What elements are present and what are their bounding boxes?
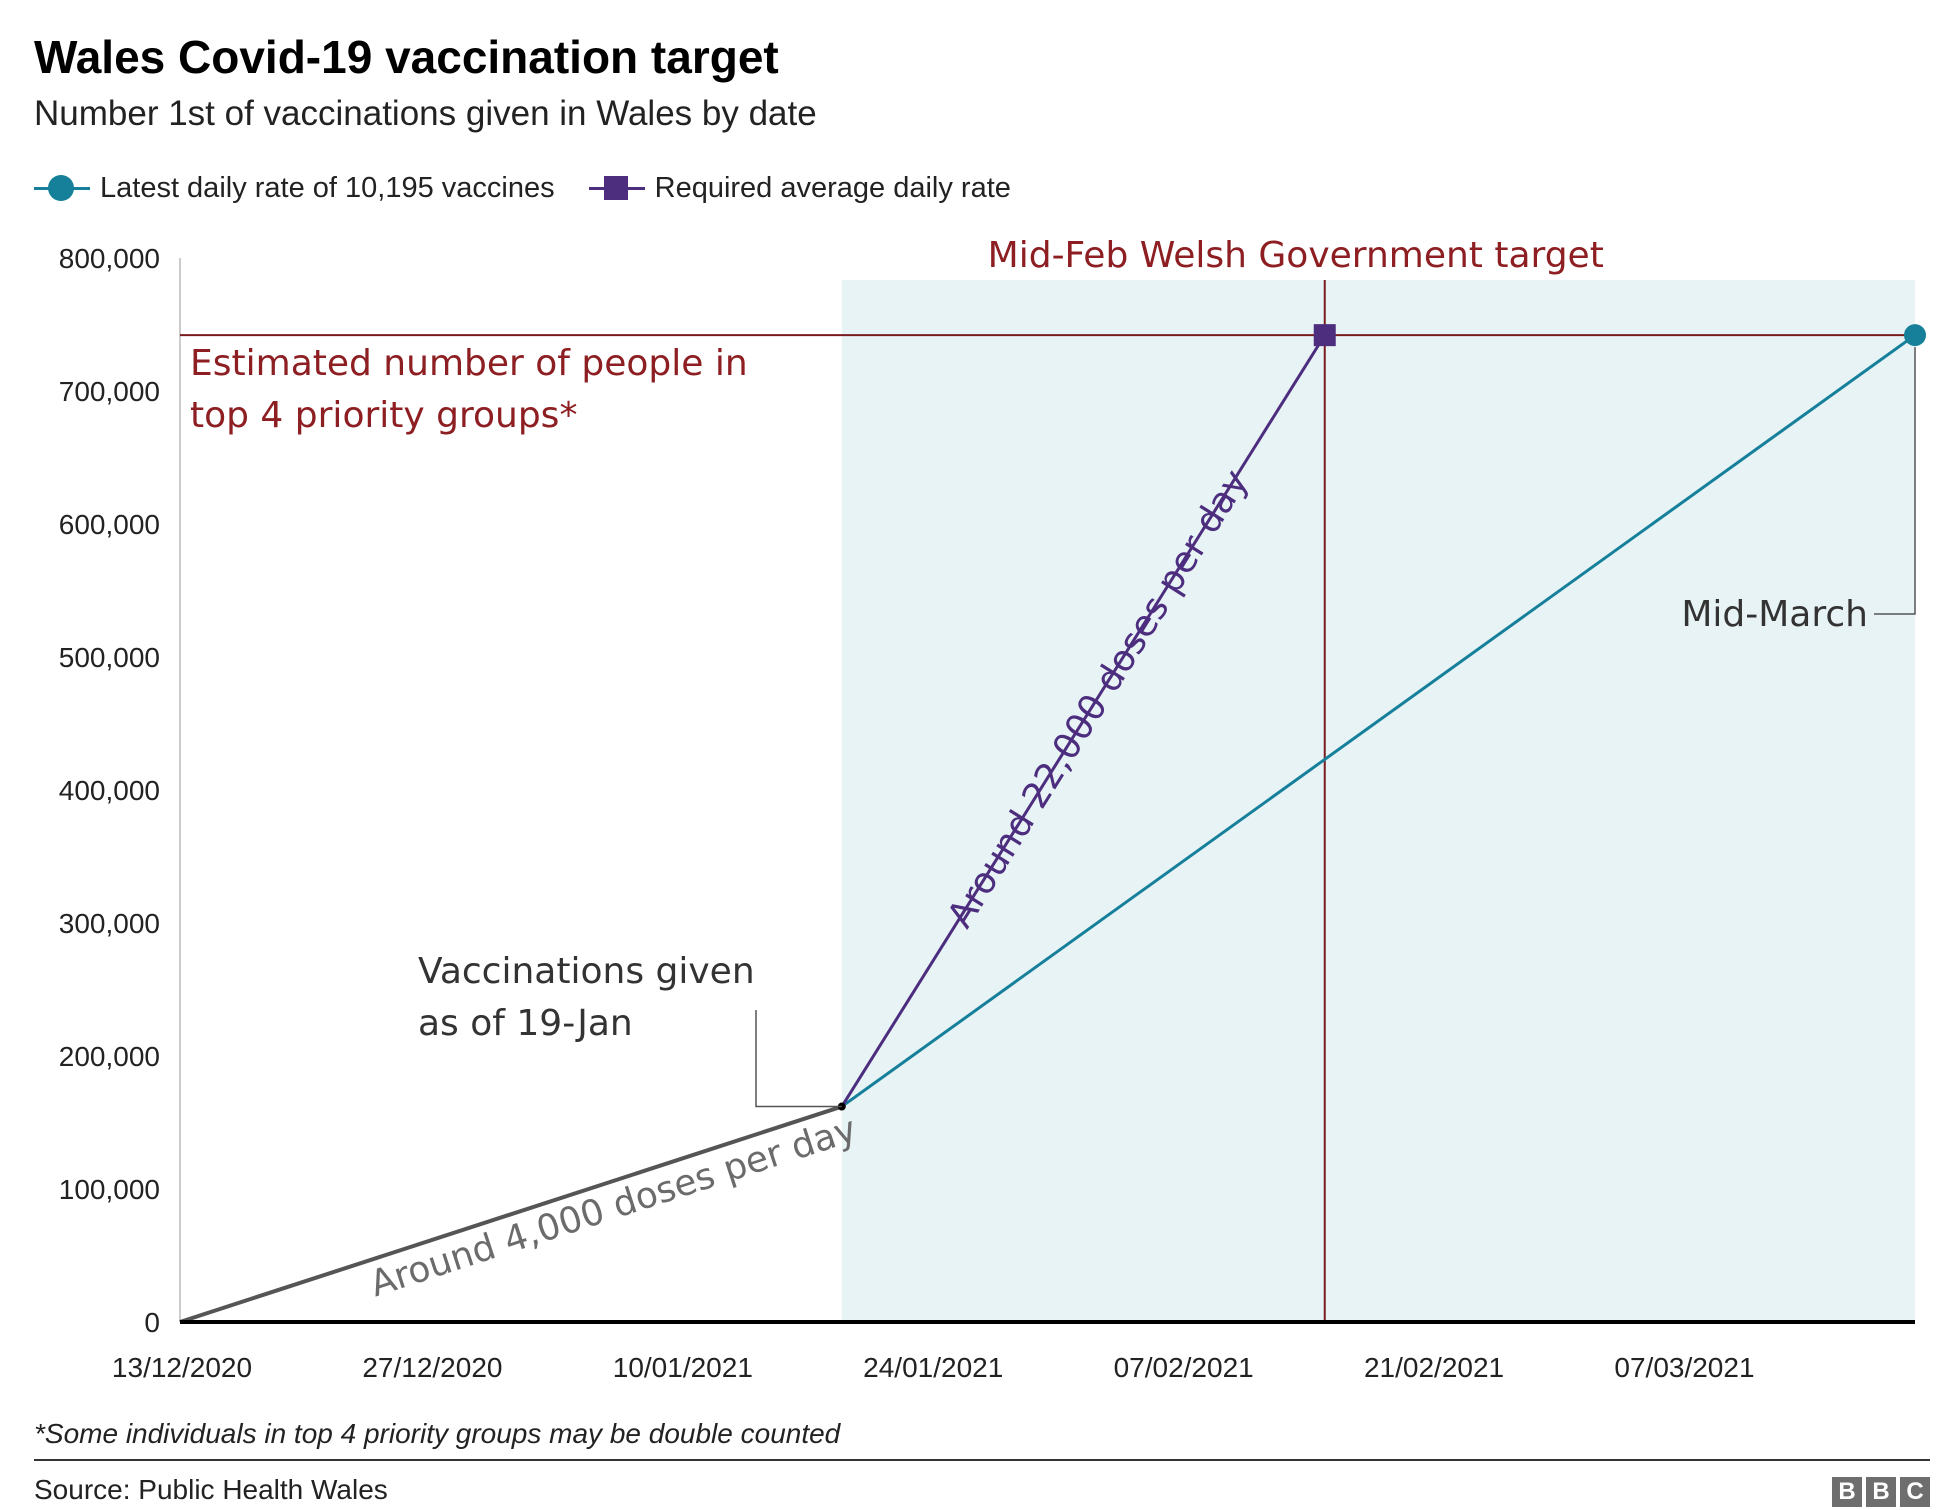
- end-date-leader: [1874, 347, 1916, 615]
- y-tick-label: 200,000: [59, 1041, 160, 1072]
- forecast-shaded-region: [841, 280, 1915, 1322]
- footer-divider: [34, 1459, 1930, 1461]
- y-tick-label: 700,000: [59, 376, 160, 407]
- end-date-annotation: Mid-March: [1681, 594, 1868, 635]
- bbc-logo: B B C: [1828, 1477, 1930, 1507]
- logo-letter-b2: B: [1866, 1477, 1896, 1507]
- chart-title: Wales Covid-19 vaccination target: [34, 31, 779, 83]
- legend-item-required-rate: Required average daily rate: [588, 171, 1011, 205]
- required-rate-square-marker: [1313, 324, 1336, 347]
- footnote: *Some individuals in top 4 priority grou…: [34, 1418, 841, 1449]
- actual-rate-annotation: Around 4,000 doses per day: [365, 1109, 861, 1305]
- y-tick-label: 400,000: [59, 775, 160, 806]
- actual-vaccinations-line: [179, 1104, 843, 1324]
- legend-circle-marker: [34, 173, 90, 203]
- latest-rate-circle-marker: [1904, 324, 1926, 347]
- source-text: Source: Public Health Wales: [34, 1474, 388, 1505]
- x-tick-label: 27/12/2020: [362, 1352, 502, 1383]
- x-tick-label: 13/12/2020: [112, 1352, 252, 1383]
- y-tick-label: 100,000: [59, 1174, 160, 1205]
- logo-letter-c: C: [1900, 1477, 1930, 1507]
- legend-label-latest-rate: Latest daily rate of 10,195 vaccines: [100, 171, 555, 204]
- vaccinations-given-leader: [755, 1010, 842, 1108]
- x-tick-label: 07/02/2021: [1114, 1352, 1254, 1383]
- target-date-annotation: Mid-Feb Welsh Government target: [988, 235, 1604, 276]
- legend-square-marker: [588, 173, 645, 203]
- latest-rate-line: [840, 333, 1916, 1108]
- target-line-annotation: Estimated number of people in: [190, 343, 748, 384]
- chart-plot: 0 100,000 200,000 300,000 400,000 500,000 600,…: [59, 235, 1926, 1383]
- y-tick-label: 0: [144, 1307, 160, 1338]
- y-tick-label: 500,000: [59, 642, 160, 673]
- vaccinations-given-annotation: Vaccinations given: [418, 951, 755, 992]
- logo-letter-b1: B: [1832, 1477, 1862, 1507]
- x-tick-label: 07/03/2021: [1614, 1352, 1754, 1383]
- y-tick-label: 800,000: [59, 243, 160, 274]
- legend-item-latest-rate: Latest daily rate of 10,195 vaccines: [34, 172, 555, 205]
- x-tick-label: 21/02/2021: [1364, 1352, 1504, 1383]
- y-tick-label: 600,000: [59, 509, 160, 540]
- chart-legend: Latest daily rate of 10,195 vaccines Req…: [34, 168, 1045, 208]
- x-tick-label: 24/01/2021: [863, 1352, 1003, 1383]
- legend-label-required-rate: Required average daily rate: [654, 171, 1011, 204]
- x-tick-label: 10/01/2021: [613, 1352, 753, 1383]
- target-line-annotation: top 4 priority groups*: [190, 395, 577, 436]
- y-tick-label: 300,000: [59, 908, 160, 939]
- chart-subtitle: Number 1st of vaccinations given in Wale…: [34, 94, 817, 133]
- required-rate-line: [840, 334, 1327, 1108]
- vaccinations-given-annotation: as of 19-Jan: [418, 1003, 633, 1044]
